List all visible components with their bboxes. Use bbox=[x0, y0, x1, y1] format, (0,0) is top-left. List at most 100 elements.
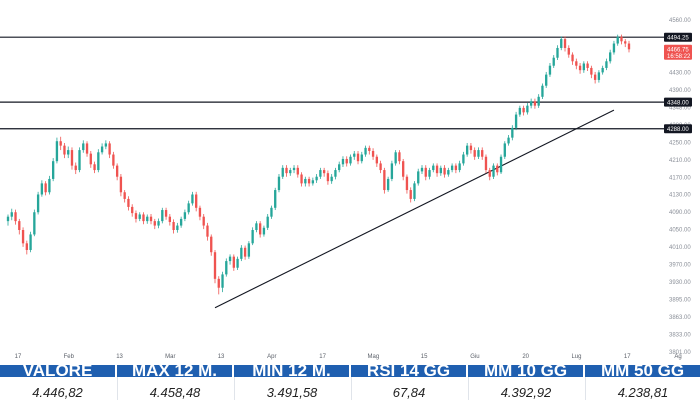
candle-body bbox=[386, 178, 390, 191]
candle-body bbox=[172, 222, 175, 231]
candle-body bbox=[274, 190, 277, 208]
candle-body bbox=[612, 43, 616, 53]
candle-body bbox=[503, 143, 506, 157]
candle-body bbox=[44, 183, 47, 193]
candlestick-chart: 4560.004520.004480.004430.004390.004348.… bbox=[0, 18, 692, 360]
candle-body bbox=[104, 143, 108, 147]
candle-body bbox=[157, 221, 160, 226]
candle-body bbox=[563, 39, 567, 48]
candle-body bbox=[356, 153, 360, 162]
candle-body bbox=[345, 158, 348, 164]
candle-body bbox=[560, 39, 563, 48]
candle-body bbox=[330, 176, 333, 182]
candle-body bbox=[398, 152, 401, 162]
candle-body bbox=[545, 74, 548, 86]
candle-body bbox=[195, 194, 198, 208]
last-price-text: 4466.75 bbox=[667, 47, 689, 53]
candle-body bbox=[206, 225, 209, 237]
candle-body bbox=[153, 221, 156, 226]
x-tick-label: 17 bbox=[624, 354, 631, 360]
candle-body bbox=[10, 212, 13, 217]
stat-value: 4.458,48 bbox=[117, 377, 232, 400]
candle-body bbox=[620, 36, 623, 42]
candle-body bbox=[191, 194, 194, 204]
candle-body bbox=[575, 61, 578, 66]
stat-value: 4.238,81 bbox=[585, 377, 700, 400]
x-tick-label: Lug bbox=[571, 354, 581, 360]
candle-body bbox=[33, 212, 36, 235]
candle-body bbox=[465, 145, 469, 155]
candle-body bbox=[627, 43, 631, 50]
candle-body bbox=[383, 170, 386, 191]
candle-body bbox=[605, 61, 608, 68]
candle-body bbox=[552, 57, 555, 66]
candle-body bbox=[142, 214, 145, 222]
x-tick-label: Mar bbox=[165, 354, 175, 360]
price-chart: 4560.004520.004480.004430.004390.004348.… bbox=[0, 18, 692, 360]
last-price-tag bbox=[664, 44, 692, 60]
candle-body bbox=[63, 145, 66, 155]
y-tick-label: 4090.00 bbox=[669, 210, 691, 216]
candle-body bbox=[236, 258, 239, 268]
candle-body bbox=[304, 178, 307, 184]
candle-body bbox=[127, 198, 130, 207]
y-tick-label: 4130.00 bbox=[669, 193, 691, 199]
stat-value: 4.446,82 bbox=[32, 385, 83, 400]
candle-body bbox=[341, 158, 345, 165]
candle-body bbox=[488, 170, 491, 177]
candle-body bbox=[507, 137, 510, 144]
candle-body bbox=[134, 213, 138, 219]
candle-body bbox=[36, 194, 40, 213]
candle-body bbox=[281, 167, 284, 177]
candle-body bbox=[609, 52, 612, 62]
candle-body bbox=[161, 210, 164, 222]
candle-body bbox=[115, 165, 119, 177]
stat-header: MAX 12 M. bbox=[117, 365, 232, 377]
candle-body bbox=[443, 167, 446, 175]
stat-column-max-12m: MAX 12 M. 4.458,48 bbox=[117, 365, 234, 400]
level-tag bbox=[664, 97, 692, 107]
stat-column-mm-50gg: MM 50 GG 4.238,81 bbox=[585, 365, 700, 400]
y-tick-label: 4010.00 bbox=[669, 245, 691, 251]
candle-body bbox=[255, 223, 258, 231]
candle-body bbox=[183, 212, 187, 219]
candle-body bbox=[597, 72, 601, 80]
candle-body bbox=[405, 176, 409, 191]
y-tick-label: 3895.00 bbox=[669, 298, 691, 304]
stat-header: VALORE bbox=[0, 365, 115, 377]
candle-body bbox=[533, 101, 537, 106]
x-tick-label: Apr bbox=[267, 354, 276, 360]
candle-body bbox=[131, 206, 134, 214]
candle-body bbox=[586, 63, 589, 68]
candle-body bbox=[198, 207, 202, 217]
candle-body bbox=[300, 174, 303, 184]
y-tick-label: 4430.00 bbox=[669, 70, 691, 76]
candle-body bbox=[578, 65, 582, 71]
stat-column-mm-10gg: MM 10 GG 4.392,92 bbox=[468, 365, 585, 400]
candle-body bbox=[435, 165, 439, 174]
candle-body bbox=[187, 203, 190, 213]
candle-body bbox=[439, 167, 442, 174]
candle-body bbox=[522, 107, 525, 113]
candle-body bbox=[458, 163, 461, 171]
candle-body bbox=[119, 176, 123, 193]
candle-body bbox=[481, 150, 484, 157]
x-tick-label: 17 bbox=[319, 354, 326, 360]
candle-body bbox=[292, 167, 296, 171]
candle-body bbox=[315, 176, 318, 181]
candle-body bbox=[616, 36, 619, 44]
candle-body bbox=[97, 152, 100, 171]
candle-body bbox=[59, 141, 62, 146]
level-tag bbox=[664, 124, 692, 134]
y-tick-label: 4250.00 bbox=[669, 140, 691, 146]
candle-body bbox=[277, 176, 281, 191]
candle-body bbox=[379, 163, 382, 171]
stat-header: MIN 12 M. bbox=[234, 365, 349, 377]
candle-body bbox=[285, 167, 288, 174]
candle-body bbox=[14, 212, 17, 222]
candle-body bbox=[296, 167, 299, 175]
candle-body bbox=[413, 183, 416, 199]
candle-body bbox=[319, 170, 322, 177]
candle-body bbox=[232, 256, 235, 268]
candle-body bbox=[601, 67, 604, 73]
